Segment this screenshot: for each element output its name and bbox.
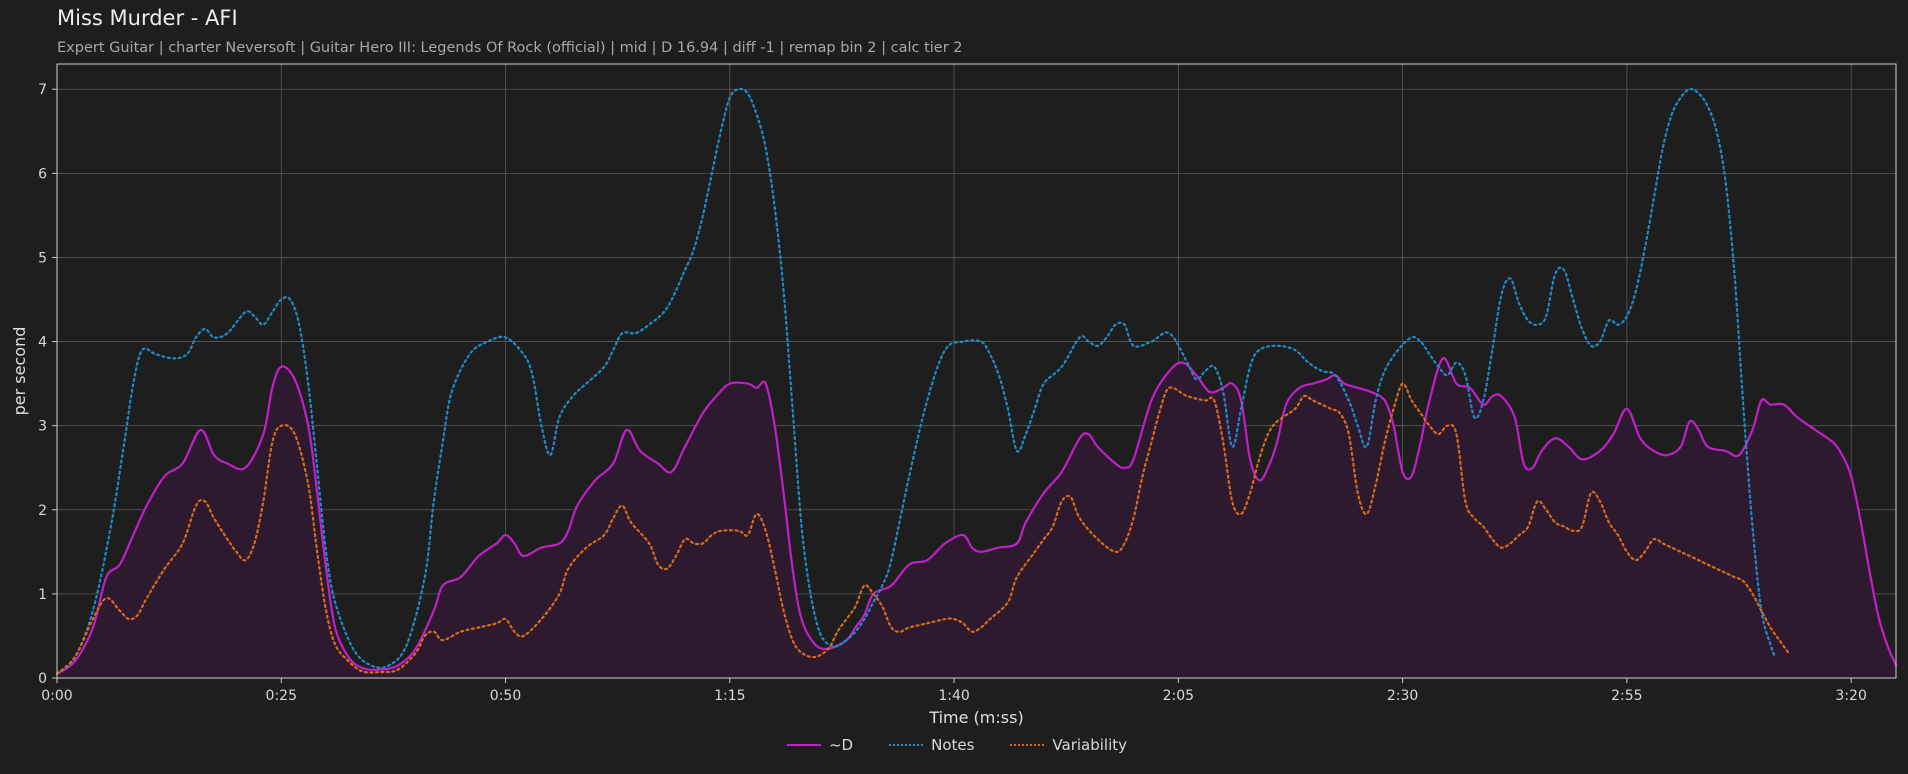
y-tick-label: 4 xyxy=(38,335,47,351)
x-tick-label: 2:05 xyxy=(1163,688,1194,704)
legend-label-notes: Notes xyxy=(931,736,975,754)
y-tick-label: 5 xyxy=(38,250,47,266)
y-tick-label: 0 xyxy=(38,671,47,687)
series-fill-d xyxy=(57,358,1896,678)
plot-frame xyxy=(56,63,1897,679)
y-tick-label: 1 xyxy=(38,587,47,603)
x-tick-label: 1:40 xyxy=(938,688,969,704)
series-lines xyxy=(55,87,1898,675)
x-tick-label: 2:55 xyxy=(1611,688,1642,704)
x-tick-label: 0:50 xyxy=(490,688,521,704)
axes: 0:00 0:25 0:50 1:15 1:40 2:05 2:30 2:55 3:20 0 1 2 3… xyxy=(38,63,1897,704)
x-tick-label: 0:25 xyxy=(266,688,297,704)
legend-label-variability: Variability xyxy=(1052,736,1128,754)
y-tick-label: 7 xyxy=(38,82,47,98)
chart-legend: ~D Notes Variability xyxy=(0,736,1908,754)
legend-item-d: ~D xyxy=(786,736,854,754)
d-area-fill xyxy=(57,358,1896,678)
series-line-variability xyxy=(55,382,1790,675)
y-axis-label: per second xyxy=(10,327,29,416)
x-tick-label: 3:20 xyxy=(1835,688,1866,704)
y-tick-label: 6 xyxy=(38,166,47,182)
x-tick-label: 0:00 xyxy=(41,688,72,704)
legend-swatch-variability xyxy=(1010,744,1045,746)
legend-item-notes: Notes xyxy=(889,736,974,754)
chart-title: Miss Murder - AFI xyxy=(57,6,238,30)
legend-swatch-d xyxy=(786,744,821,746)
series-line-notes xyxy=(55,87,1776,675)
y-tick-label: 3 xyxy=(38,419,47,435)
legend-swatch-notes xyxy=(889,744,924,746)
y-tick-label: 2 xyxy=(38,503,47,519)
x-tick-label: 1:15 xyxy=(714,688,745,704)
legend-label-d: ~D xyxy=(828,736,854,754)
legend-item-variability: Variability xyxy=(1010,736,1127,754)
chart-subtitle: Expert Guitar | charter Neversoft | Guit… xyxy=(57,40,963,56)
x-tick-label: 2:30 xyxy=(1387,688,1418,704)
series-line-d xyxy=(55,357,1898,675)
x-axis-label: Time (m:ss) xyxy=(928,708,1023,727)
